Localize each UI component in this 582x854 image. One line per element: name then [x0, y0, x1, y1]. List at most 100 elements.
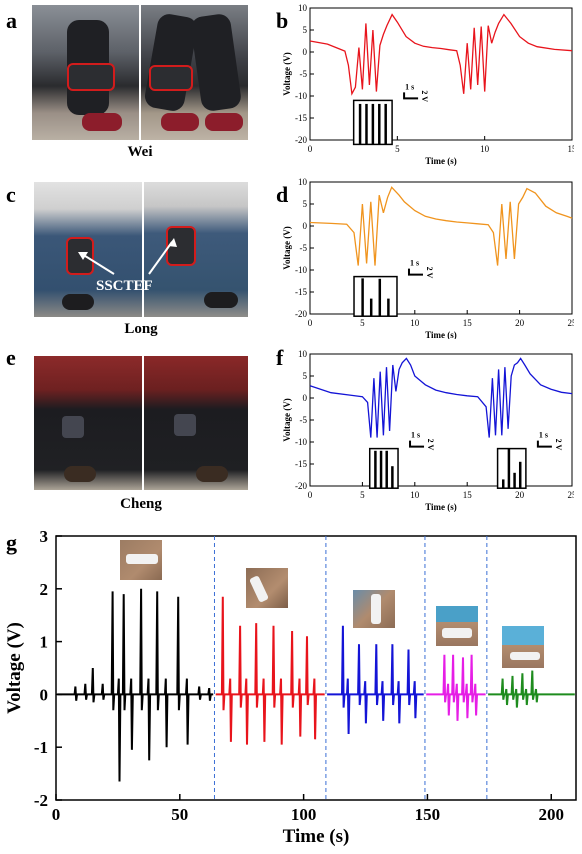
series-line — [488, 670, 575, 708]
shoe-shape — [82, 113, 122, 131]
scale-bar — [536, 440, 552, 448]
photo-c: SSCTEF — [34, 182, 248, 317]
y-tick-label: 0 — [303, 47, 308, 57]
x-tick-label: 0 — [308, 318, 313, 328]
y-tick-label: 10 — [298, 177, 308, 187]
photo-e-right — [144, 356, 248, 490]
shoe-shape — [204, 292, 238, 308]
inset-box — [496, 447, 527, 489]
x-tick-label: 25 — [568, 318, 575, 328]
x-tick-label: 5 — [360, 318, 365, 328]
x-tick-label: 0 — [308, 490, 313, 500]
plot-frame — [309, 181, 573, 315]
chart-f: 0 5 10 15 20 25 10 5 0 -5 -10 -15 -20 Time (s) Voltage… — [282, 349, 575, 512]
series-line — [215, 596, 325, 745]
x-tick-label: 0 — [52, 805, 61, 824]
y-axis-label: Voltage (V) — [4, 622, 25, 714]
y-tick-label: -5 — [300, 415, 308, 425]
series-line — [426, 654, 486, 721]
y-tick-label: -15 — [295, 113, 307, 123]
thumb-1 — [120, 540, 162, 580]
panel-letter-e: e — [6, 345, 16, 370]
thumb-2 — [246, 568, 288, 608]
ssctef-label: SSCTEF — [96, 278, 153, 294]
y-tick-label: -10 — [295, 91, 307, 101]
x-tick-label: 25 — [568, 490, 575, 500]
scale-bar — [407, 268, 423, 276]
y-tick-label: 0 — [303, 221, 308, 231]
y-tick-label: -20 — [295, 481, 307, 491]
thumb-5 — [502, 626, 544, 668]
scale-bar-voltage: 2 V — [554, 439, 563, 451]
y-tick-label: -15 — [295, 459, 307, 469]
scale-bar — [403, 92, 419, 100]
photo-c-right — [144, 182, 248, 317]
y-tick-label: 5 — [303, 25, 308, 35]
y-axis-label: Voltage (V) — [282, 398, 292, 441]
photo-a — [32, 5, 248, 140]
y-tick-label: 0 — [303, 393, 308, 403]
x-tick-label: 5 — [360, 490, 365, 500]
scale-bar-voltage: 2 V — [425, 267, 434, 279]
y-tick-label: -5 — [300, 69, 308, 79]
knee-device — [174, 414, 196, 436]
shoe-shape — [64, 466, 96, 482]
scale-bar-time: 1 s — [411, 431, 420, 440]
plot-frame — [55, 535, 577, 801]
plot-frame — [309, 353, 573, 487]
shoe-shape — [161, 113, 199, 131]
knee-device — [67, 63, 115, 91]
knee-device — [66, 237, 94, 275]
x-tick-label: 10 — [480, 144, 490, 154]
x-tick-label: 0 — [308, 144, 313, 154]
y-tick-label: -20 — [295, 309, 307, 319]
shoe-shape — [205, 113, 243, 131]
chart-b: 0 5 10 15 10 5 0 -5 -10 -15 -20 Time (s) Voltage (V)… — [282, 3, 574, 166]
y-tick-label: 5 — [303, 199, 308, 209]
x-tick-label: 20 — [515, 490, 525, 500]
panel-letter-a: a — [6, 8, 17, 33]
photo-e-left — [34, 356, 142, 490]
caption-a: Wei — [127, 144, 153, 160]
x-tick-label: 5 — [395, 144, 400, 154]
panel-letter-g: g — [6, 530, 17, 555]
photo-a-right — [141, 5, 248, 140]
x-tick-label: 150 — [415, 805, 441, 824]
y-tick-label: -5 — [300, 243, 308, 253]
x-axis-label: Time (s) — [283, 826, 350, 847]
x-axis-label: Time (s) — [425, 330, 457, 339]
y-tick-label: -2 — [34, 791, 48, 810]
chart-g: 0 50 100 150 200 3 2 1 0 -1 -2 Time (s) Voltage (V) — [4, 527, 577, 847]
x-tick-label: 15 — [463, 490, 473, 500]
series-line — [309, 186, 573, 266]
y-tick-label: 3 — [40, 527, 49, 546]
y-tick-label: -20 — [295, 135, 307, 145]
series-line — [327, 625, 424, 735]
x-tick-label: 10 — [410, 318, 420, 328]
panel-letter-c: c — [6, 182, 16, 207]
series-line — [309, 13, 573, 96]
photo-a-left — [32, 5, 139, 140]
y-tick-label: -15 — [295, 287, 307, 297]
x-tick-label: 100 — [291, 805, 317, 824]
y-tick-label: -10 — [295, 437, 307, 447]
y-tick-label: 2 — [40, 580, 49, 599]
photo-e — [34, 356, 248, 490]
x-tick-label: 10 — [410, 490, 420, 500]
y-tick-label: 0 — [40, 685, 49, 704]
panel-letter-d: d — [276, 182, 289, 207]
knee-device — [149, 65, 193, 91]
y-axis-label: Voltage (V) — [282, 52, 292, 95]
shoe-shape — [196, 466, 228, 482]
caption-e: Cheng — [120, 496, 162, 512]
chart-d: 0 5 10 15 20 25 10 5 0 -5 -10 -15 -20 Time (s) Voltage… — [282, 177, 575, 339]
x-axis-label: Time (s) — [425, 156, 457, 166]
x-tick-label: 200 — [538, 805, 564, 824]
y-axis-label: Voltage (V) — [282, 226, 292, 269]
scale-bar-voltage: 2 V — [426, 439, 435, 451]
y-tick-label: 10 — [298, 3, 308, 13]
series-line — [309, 357, 573, 438]
photo-c-left — [34, 182, 142, 317]
knee-device — [62, 416, 84, 438]
shoe-shape — [62, 294, 94, 310]
